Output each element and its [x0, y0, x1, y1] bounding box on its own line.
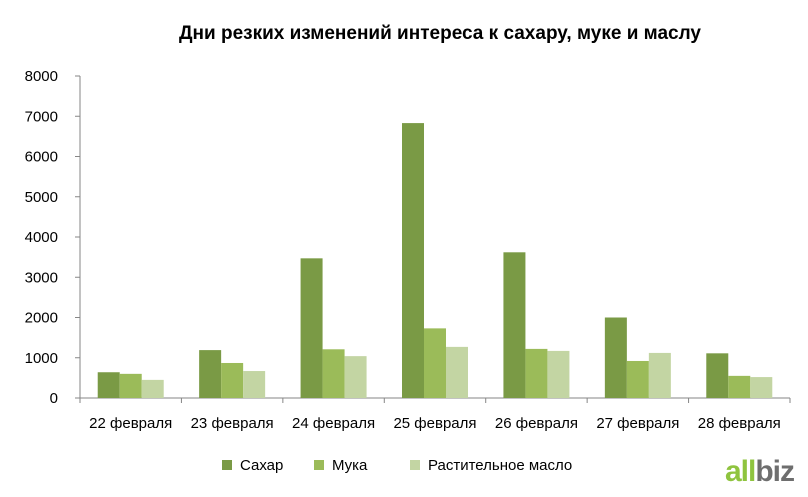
bar-1 — [199, 350, 222, 398]
bar-2 — [525, 348, 548, 398]
y-tick-label: 2000 — [25, 310, 58, 327]
allbiz-logo: allbiz — [724, 455, 795, 489]
axes: 0 1000 2000 3000 4000 5000 6000 7000 8000 22 февр… — [25, 68, 791, 432]
bar-3 — [648, 352, 671, 398]
bar-3 — [446, 346, 468, 398]
y-tick-label: 7000 — [25, 108, 58, 125]
bar-3 — [141, 379, 164, 398]
bar-2 — [119, 373, 142, 398]
x-tick-label: 23 февраля — [191, 415, 274, 432]
bar-3 — [750, 377, 773, 398]
legend-label: Мука — [332, 457, 368, 474]
legend: Сахар Мука Растительное масло — [222, 457, 572, 474]
bar-1 — [300, 258, 323, 398]
bar-2 — [626, 360, 649, 398]
bar-1 — [604, 317, 627, 398]
bar-3 — [243, 371, 266, 398]
x-tick-label: 25 февраля — [393, 415, 476, 432]
y-tick-label: 5000 — [25, 189, 58, 206]
bar-1 — [97, 372, 120, 398]
legend-swatch — [314, 460, 324, 470]
x-tick-label: 22 февраля — [89, 415, 172, 432]
x-tick-label: 24 февраля — [292, 415, 375, 432]
y-tick-label: 3000 — [25, 269, 58, 286]
x-tick-label: 27 февраля — [596, 415, 679, 432]
bar-2 — [221, 362, 244, 398]
legend-swatch — [222, 460, 232, 470]
bar-1 — [402, 123, 424, 398]
x-tick-label: 28 февраля — [698, 415, 781, 432]
bar-2 — [322, 349, 345, 398]
bar-1 — [706, 353, 729, 398]
logo-part-biz: biz — [755, 455, 795, 488]
legend-swatch — [410, 460, 420, 470]
bars — [97, 123, 773, 398]
y-tick-label: 4000 — [25, 229, 58, 246]
bar-1 — [503, 252, 526, 398]
y-tick-label: 6000 — [25, 149, 58, 166]
x-tick-label: 26 февраля — [495, 415, 578, 432]
logo-part-all: all — [724, 455, 756, 488]
y-tick-label: 0 — [50, 390, 58, 407]
bar-3 — [547, 350, 570, 398]
chart-title: Дни резких изменений интереса к сахару, … — [179, 23, 701, 44]
y-tick-label: 8000 — [25, 68, 58, 85]
bar-2 — [728, 375, 751, 398]
legend-label: Растительное масло — [428, 457, 572, 474]
bar-2 — [424, 328, 446, 398]
bar-3 — [344, 356, 367, 398]
legend-label: Сахар — [240, 457, 283, 474]
y-tick-label: 1000 — [25, 350, 58, 367]
